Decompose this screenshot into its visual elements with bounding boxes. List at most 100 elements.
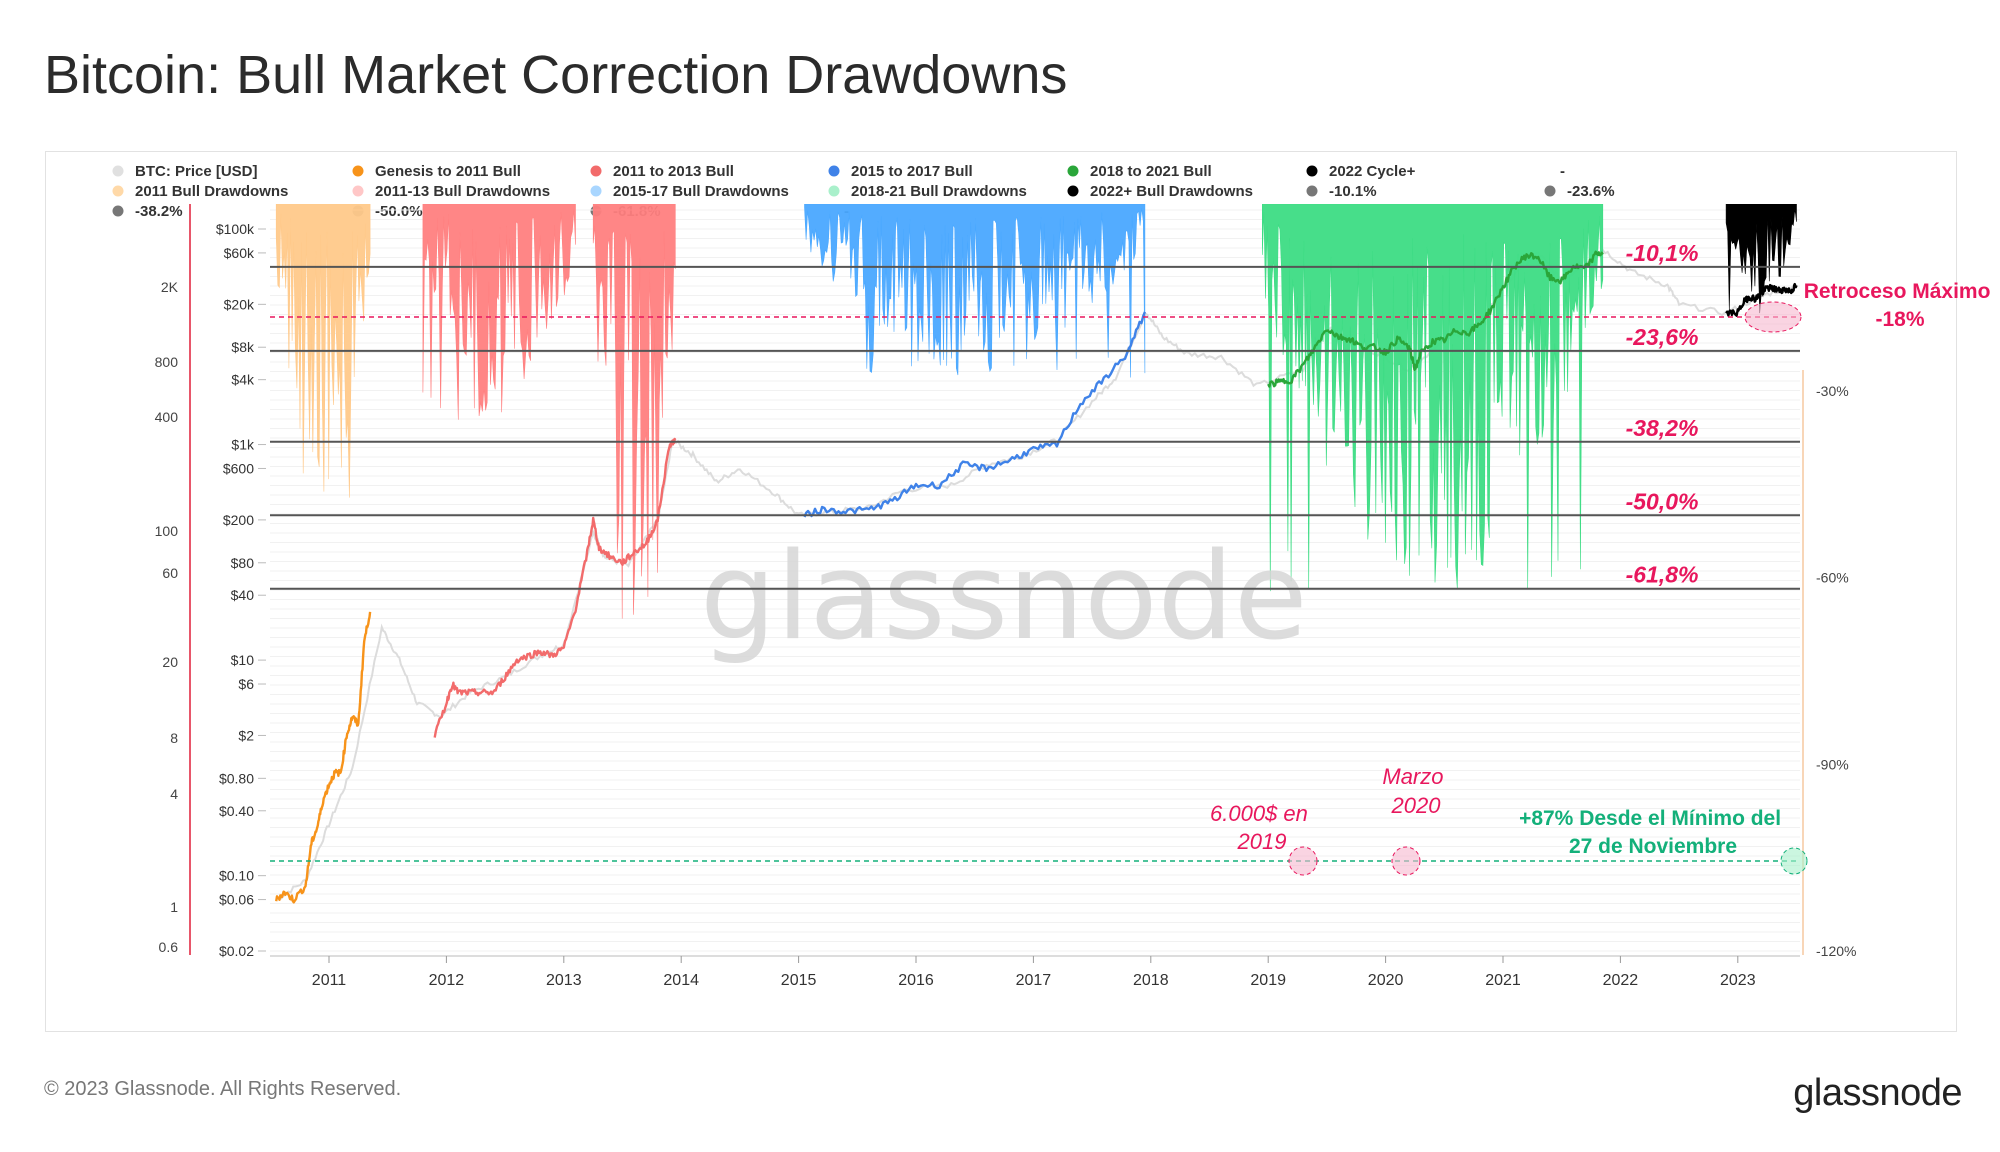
max-drawdown-marker — [1744, 301, 1802, 333]
y-tick-outer: 8 — [170, 730, 178, 746]
y-axis-right: -30% -60% -90% -120% — [1816, 383, 1856, 959]
legend-item: 2015 to 2017 Bull — [828, 163, 973, 180]
legend-swatch — [828, 185, 840, 197]
legend-item: Genesis to 2011 Bull — [352, 163, 521, 180]
annotation-march-2020: Marzo 2020 — [1382, 764, 1449, 818]
y-tick-inner: $100k — [216, 221, 255, 237]
y-tick-right: -120% — [1816, 943, 1856, 959]
x-tick-label: 2019 — [1250, 972, 1286, 989]
legend-swatch — [1067, 165, 1079, 177]
y-tick-inner: $0.06 — [219, 892, 254, 908]
y-tick-inner: $8k — [231, 339, 255, 355]
y-axis-left-inner: $100k $60k $20k $8k $4k $1k $600 $200 $80 $40 $10 $… — [216, 221, 266, 959]
y-tick-right: -90% — [1816, 756, 1849, 772]
footer-copyright: © 2023 Glassnode. All Rights Reserved. — [44, 1078, 402, 1100]
legend-swatch — [352, 185, 364, 197]
y-tick-inner: $2 — [238, 727, 254, 743]
legend-swatch — [1544, 185, 1556, 197]
x-tick-label: 2022 — [1603, 972, 1639, 989]
y-tick-inner: $600 — [223, 460, 254, 476]
legend-swatch — [1306, 185, 1318, 197]
y-tick-inner: $4k — [231, 372, 255, 388]
bull-line — [1267, 250, 1604, 388]
legend-label: 2015 to 2017 Bull — [851, 163, 973, 180]
drawdown-area — [422, 204, 576, 420]
drawdown-areas — [275, 204, 1797, 619]
y-tick-inner: $200 — [223, 512, 254, 528]
x-tick-label: 2013 — [546, 972, 582, 989]
legend-swatch — [828, 165, 840, 177]
level-label: -50,0% — [1626, 488, 1699, 514]
x-tick-label: 2021 — [1485, 972, 1521, 989]
legend-item: 2011-13 Bull Drawdowns — [352, 183, 550, 200]
annotation-2019: 6.000$ en 2019 — [1210, 801, 1314, 854]
legend-item: 2022+ Bull Drawdowns — [1067, 183, 1253, 200]
legend-item: 2011 to 2013 Bull — [590, 163, 734, 180]
x-tick-label: 2011 — [312, 972, 347, 989]
legend-swatch — [112, 165, 124, 177]
legend-item: - — [1560, 163, 1565, 180]
legend-item: 2022 Cycle+ — [1306, 163, 1416, 180]
bull-line — [433, 437, 677, 738]
x-tick-label: 2012 — [429, 972, 465, 989]
legend-item: -38.2% — [112, 203, 183, 220]
x-tick-label: 2017 — [1016, 972, 1052, 989]
marker-2019 — [1288, 846, 1318, 876]
drawdown-levels: -10,1% -23,6% -38,2% -50,0% -61,8% — [270, 240, 1800, 590]
y-tick-inner: $10 — [231, 652, 255, 668]
legend-label: Genesis to 2011 Bull — [375, 163, 521, 180]
legend-item: 2018 to 2021 Bull — [1067, 163, 1212, 180]
legend-item: 2011 Bull Drawdowns — [112, 183, 288, 200]
legend-label: 2011-13 Bull Drawdowns — [375, 183, 550, 200]
legend-swatch — [590, 185, 602, 197]
level-label: -61,8% — [1626, 562, 1699, 588]
y-tick-outer: 400 — [155, 409, 179, 425]
legend-item: -10.1% — [1306, 183, 1377, 200]
level-label: -23,6% — [1626, 324, 1699, 350]
legend-swatch — [352, 165, 364, 177]
y-tick-outer: 800 — [155, 354, 179, 370]
marker-nov-low — [1780, 847, 1808, 875]
legend: BTC: Price [USD] Genesis to 2011 Bull 2011… — [112, 163, 1615, 220]
bull-series-lines — [275, 250, 1798, 904]
legend-swatch — [112, 185, 124, 197]
level-label: -10,1% — [1626, 240, 1699, 266]
x-tick-label: 2023 — [1720, 972, 1756, 989]
watermark: glassnode — [700, 528, 1308, 667]
legend-label: 2018 to 2021 Bull — [1090, 163, 1212, 180]
y-tick-inner: $40 — [231, 587, 255, 603]
level-label: -38,2% — [1626, 415, 1699, 441]
y-tick-outer: 4 — [170, 786, 178, 802]
y-tick-outer: 60 — [162, 565, 178, 581]
legend-label: -38.2% — [135, 203, 183, 220]
y-tick-outer: 1 — [170, 899, 178, 915]
annotation-nov-low: +87% Desde el Mínimo del 27 de Noviembre — [1519, 807, 1787, 858]
y-tick-outer: 0.6 — [159, 939, 179, 955]
drawdown-area — [1262, 204, 1604, 592]
legend-label: - — [1560, 163, 1565, 180]
x-tick-label: 2015 — [781, 972, 817, 989]
x-tick-label: 2016 — [898, 972, 934, 989]
legend-item: 2015-17 Bull Drawdowns — [590, 183, 789, 200]
legend-item: BTC: Price [USD] — [112, 163, 258, 180]
legend-label: 2018-21 Bull Drawdowns — [851, 183, 1027, 200]
y-tick-inner: $6 — [238, 676, 254, 692]
legend-swatch — [112, 205, 124, 217]
y-tick-outer: 2K — [161, 279, 179, 295]
legend-swatch — [1306, 165, 1318, 177]
x-tick-label: 2014 — [663, 972, 699, 989]
y-tick-inner: $0.10 — [219, 868, 254, 884]
legend-label: 2011 to 2013 Bull — [613, 163, 734, 180]
y-tick-right: -60% — [1816, 570, 1849, 586]
legend-label: -23.6% — [1567, 183, 1615, 200]
y-tick-inner: $0.80 — [219, 770, 254, 786]
legend-label: 2015-17 Bull Drawdowns — [613, 183, 789, 200]
legend-swatch — [590, 165, 602, 177]
legend-label: 2011 Bull Drawdowns — [135, 183, 288, 200]
chart-frame — [45, 151, 1957, 1032]
bull-line — [275, 611, 372, 904]
bull-line — [803, 311, 1147, 518]
x-tick-label: 2020 — [1368, 972, 1404, 989]
drawdown-area — [804, 204, 1146, 378]
